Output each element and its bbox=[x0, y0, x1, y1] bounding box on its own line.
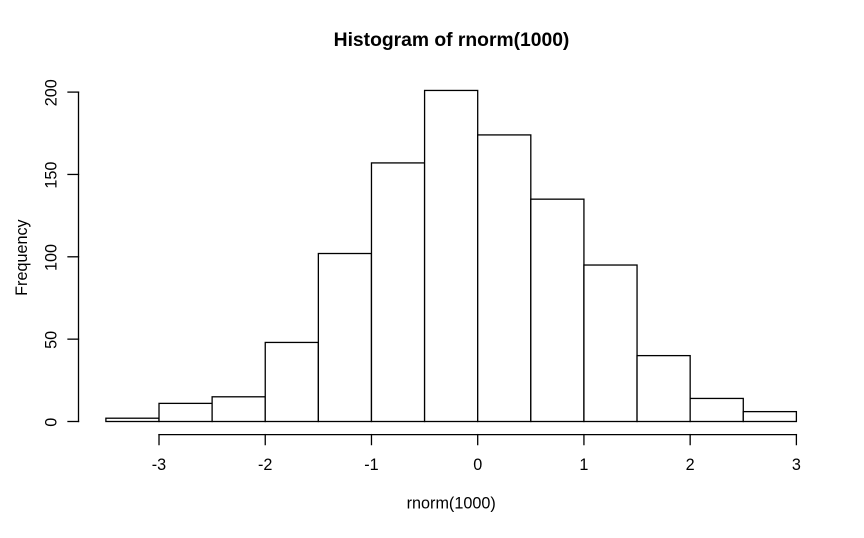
svg-text:Frequency: Frequency bbox=[13, 218, 31, 295]
svg-text:100: 100 bbox=[42, 244, 60, 271]
svg-text:0: 0 bbox=[42, 418, 60, 427]
svg-text:rnorm(1000): rnorm(1000) bbox=[407, 495, 496, 513]
svg-text:50: 50 bbox=[42, 331, 60, 349]
svg-text:0: 0 bbox=[473, 456, 482, 474]
svg-text:1: 1 bbox=[579, 456, 588, 474]
svg-text:2: 2 bbox=[686, 456, 695, 474]
svg-text:150: 150 bbox=[42, 162, 60, 189]
svg-text:200: 200 bbox=[42, 79, 60, 106]
svg-text:-2: -2 bbox=[258, 456, 272, 474]
svg-text:-1: -1 bbox=[364, 456, 378, 474]
svg-text:3: 3 bbox=[792, 456, 801, 474]
svg-text:Histogram of rnorm(1000): Histogram of rnorm(1000) bbox=[334, 30, 570, 51]
svg-text:-3: -3 bbox=[152, 456, 166, 474]
